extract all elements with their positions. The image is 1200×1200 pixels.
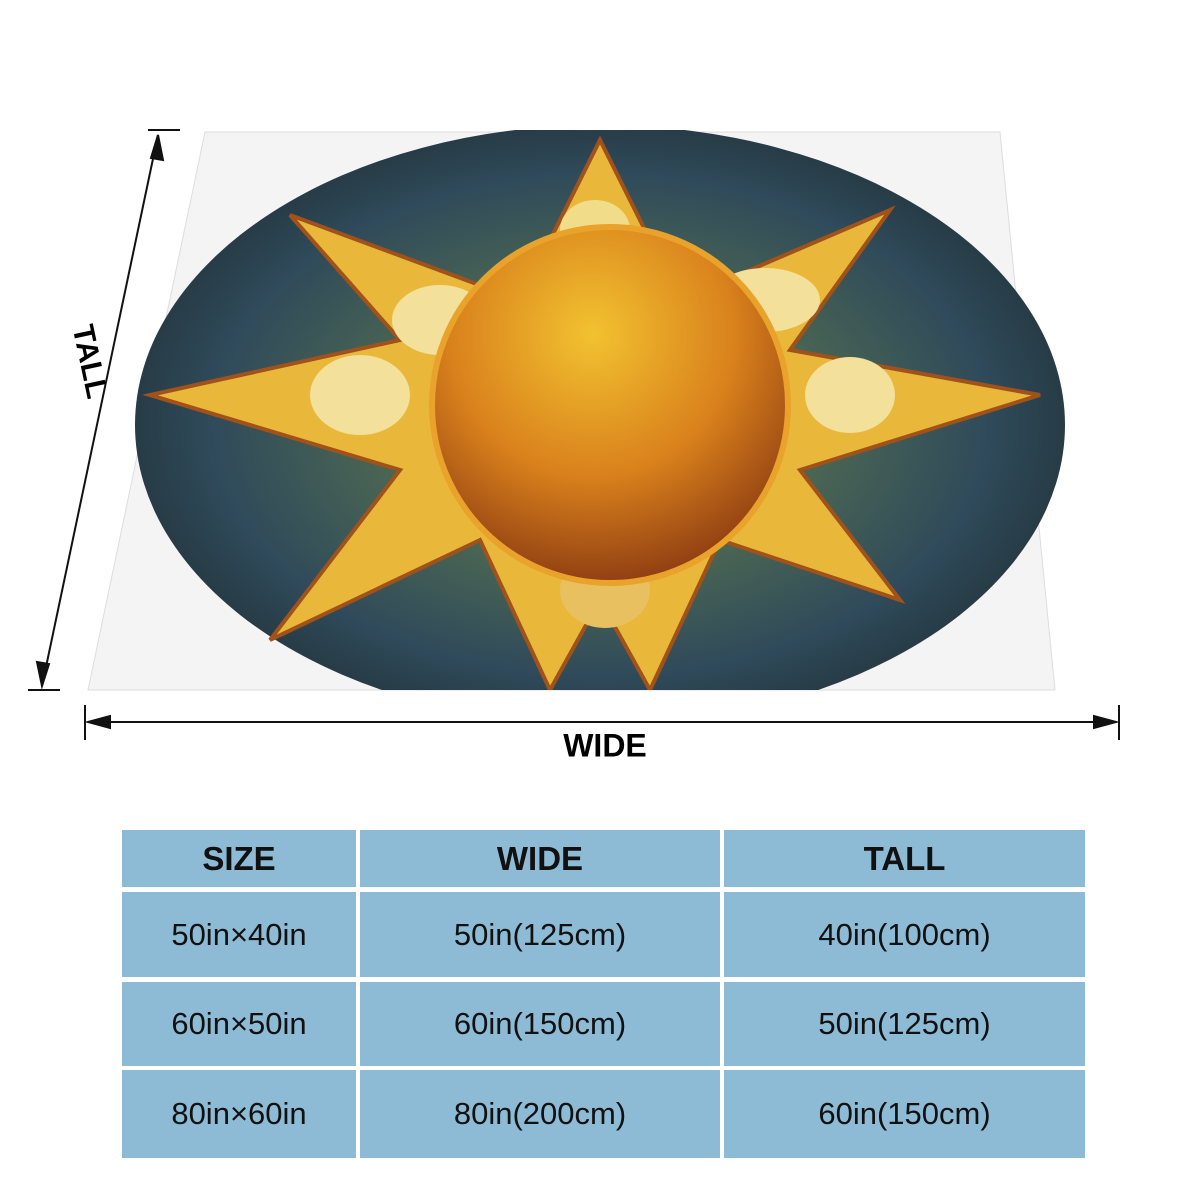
blanket-figure: TALL WIDE [28, 129, 1120, 763]
header-cell: SIZE [122, 830, 356, 887]
header-cell: TALL [724, 830, 1085, 887]
dimension-arrows [28, 129, 1120, 740]
table-cell: 50in×40in [122, 892, 356, 977]
table-cell: 60in(150cm) [360, 982, 720, 1066]
artwork [135, 130, 1065, 690]
table-cell: 50in(125cm) [360, 892, 720, 977]
table-cell: 80in(200cm) [360, 1070, 720, 1158]
table-cell: 50in(125cm) [724, 982, 1085, 1066]
table-cell: 60in(150cm) [724, 1070, 1085, 1158]
header-cell: WIDE [360, 830, 720, 887]
table-cell: 40in(100cm) [724, 892, 1085, 977]
table-cell: 80in×60in [122, 1070, 356, 1158]
table-cell: 60in×50in [122, 982, 356, 1066]
wide-label: WIDE [563, 727, 647, 763]
tall-label: TALL [66, 322, 114, 402]
